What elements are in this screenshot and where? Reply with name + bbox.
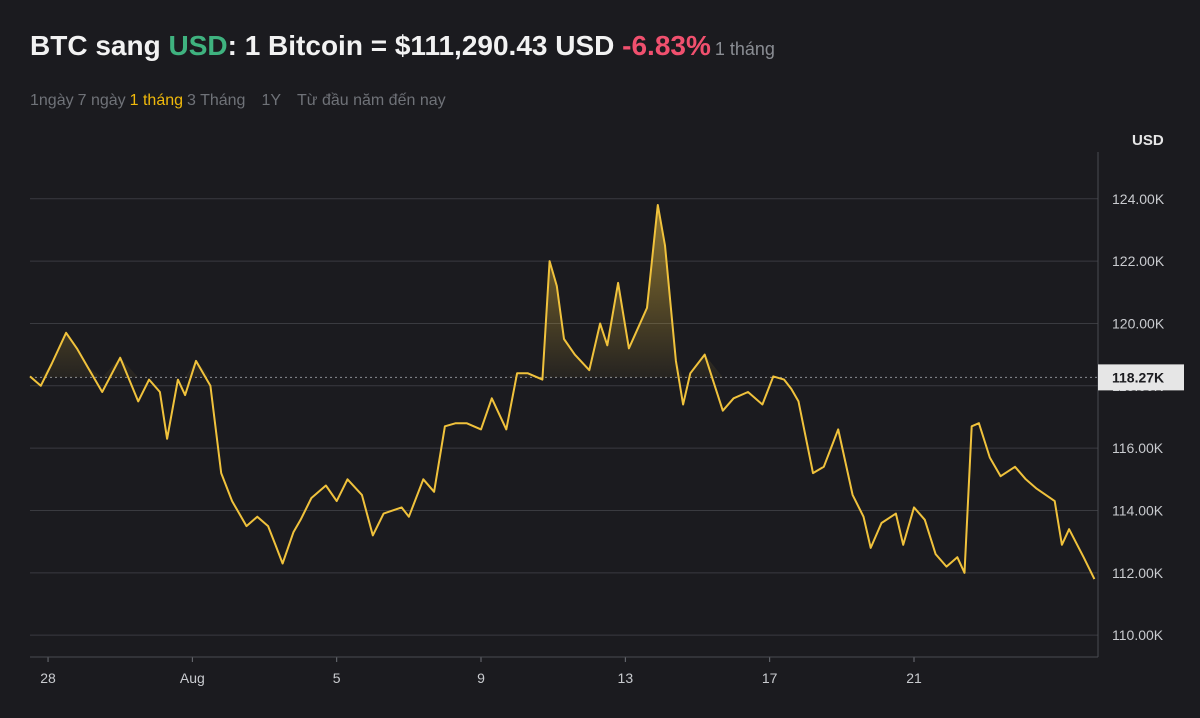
y-tick-label: 116.00K: [1112, 440, 1164, 456]
price-line: [29, 204, 1096, 580]
tab-1day[interactable]: 1ngày: [30, 92, 74, 109]
x-tick-label: 21: [906, 670, 922, 686]
period-label: 1 tháng: [714, 39, 775, 59]
reference-label: 118.27K: [1112, 369, 1164, 385]
y-axis-unit: USD: [1132, 132, 1164, 149]
price-change: -6.83%: [622, 30, 711, 61]
tab-1month[interactable]: 1 tháng: [129, 92, 184, 109]
page-title: BTC sang USD: 1 Bitcoin = $111,290.43 US…: [30, 30, 775, 62]
title-price: : 1 Bitcoin = $111,290.43 USD: [227, 30, 623, 61]
y-tick-label: 112.00K: [1112, 565, 1164, 581]
x-tick-label: Aug: [180, 670, 205, 686]
x-tick-label: 9: [477, 670, 485, 686]
x-axis-labels: 28 Aug 5 9 13 17 21: [40, 657, 922, 686]
y-tick-label: 110.00K: [1112, 627, 1164, 643]
grid-lines: [30, 198, 1098, 636]
y-tick-label: 124.00K: [1112, 191, 1165, 207]
title-prefix: BTC sang: [30, 30, 169, 61]
y-tick-label: 114.00K: [1112, 502, 1164, 518]
range-tabs: 1ngày 7 ngày 1 tháng 3 Tháng 1Y Từ đầu năm đế…: [30, 92, 450, 110]
x-tick-label: 5: [333, 670, 341, 686]
tab-3months[interactable]: 3 Tháng: [187, 92, 246, 109]
y-axis-labels: 110.00K112.00K114.00K116.00K118.00K120.0…: [1112, 191, 1165, 643]
tab-7days[interactable]: 7 ngày: [77, 92, 126, 109]
tab-ytd[interactable]: Từ đầu năm đến nay: [297, 92, 446, 109]
x-tick-label: 28: [40, 670, 56, 686]
y-tick-label: 122.00K: [1112, 253, 1165, 269]
x-tick-label: 13: [618, 670, 634, 686]
quote-currency: USD: [168, 30, 228, 61]
y-tick-label: 120.00K: [1112, 315, 1165, 331]
above-reference-fill: [30, 205, 1095, 378]
x-tick-label: 17: [762, 670, 778, 686]
tab-1year[interactable]: 1Y: [261, 92, 282, 109]
reference-label-bg: [1098, 364, 1184, 391]
